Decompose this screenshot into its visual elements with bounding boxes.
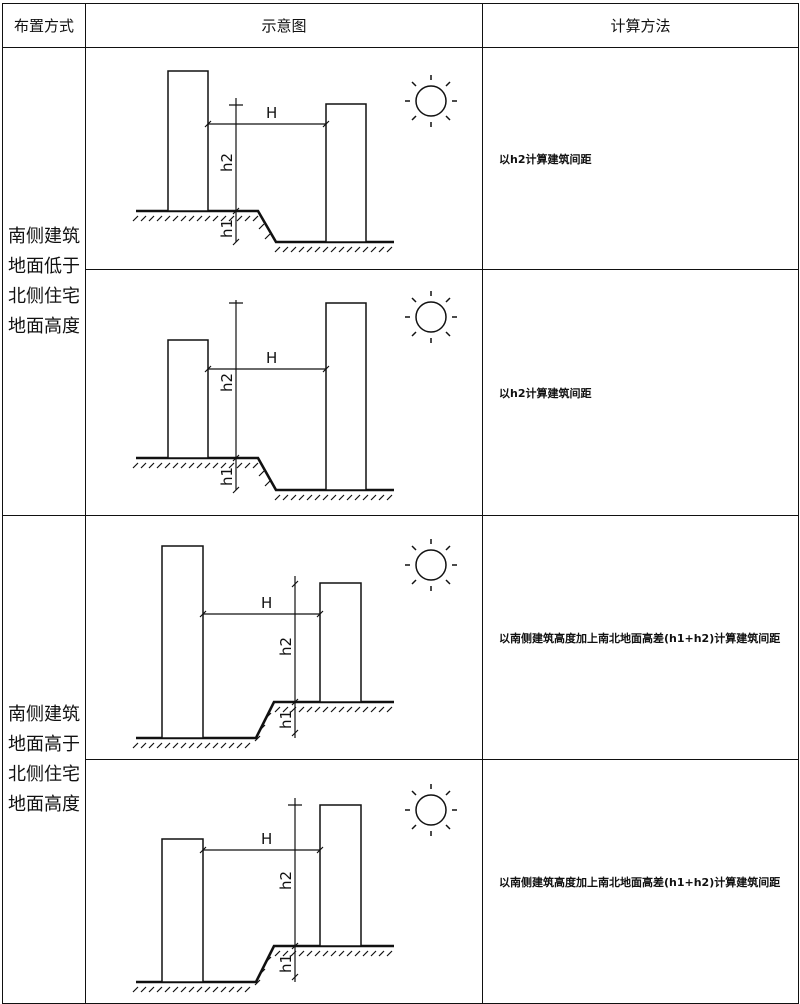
layout-table: 布置方式 示意图 计算方法 南侧建筑 地面低于 北侧住宅 地面高度 H [2,3,799,1004]
H-ticks [204,120,330,128]
H-ticks [204,365,330,373]
north-building [319,582,362,703]
category-line: 地面高度 [8,793,80,815]
method-cell: 以h2计算建筑间距 [482,269,799,516]
diagram-cell: H h2 h1 [85,515,483,760]
header-layout-method: 布置方式 [2,3,86,48]
category-line: 北侧住宅 [8,763,80,785]
diagram-1: H h2 h1 [132,70,457,253]
north-building [325,103,367,243]
sun-icon [405,539,457,591]
h2-label: h2 [277,637,295,656]
diagram-2: H h2 h1 [132,291,457,501]
h1-label: h1 [277,710,295,729]
h1-label: h1 [218,219,236,238]
category-line: 南侧建筑 [8,703,80,725]
method-cell: 以南侧建筑高度加上南北地面高差(h1+h2)计算建筑间距 [482,515,799,760]
sun-icon [405,784,457,836]
north-building [325,302,367,491]
ground-hatch [132,950,393,993]
H-label: H [266,349,277,367]
category-south-higher: 南侧建筑 地面高于 北侧住宅 地面高度 [2,515,86,1004]
H-ticks [199,846,324,854]
sun-icon [405,291,457,343]
ground-hatch [132,462,393,501]
table-row: 南侧建筑 地面低于 北侧住宅 地面高度 H h2 h1 [2,47,799,516]
table-row: H h2 h1 以h2计算建筑间距 [3,269,799,516]
ground-hatch [132,706,393,749]
vertical-ticks [229,302,243,494]
north-building [319,804,362,947]
H-ticks [199,610,324,618]
category-south-lower: 南侧建筑 地面低于 北侧住宅 地面高度 [2,47,86,516]
table-row: H h2 h1 以南侧建筑高度加上南北地面高差(h1+h2)计算建筑间距 [3,759,799,1004]
south-building [167,70,209,212]
h2-label: h2 [277,871,295,890]
vertical-ticks [229,104,243,246]
diagram-4: H h2 h1 [132,784,457,993]
vertical-ticks [288,804,302,981]
table-row: 南侧建筑 地面高于 北侧住宅 地面高度 H h2 h1 [2,515,799,1004]
h2-label: h2 [218,373,236,392]
category-line: 地面低于 [8,255,80,277]
H-label: H [266,104,277,122]
category-line: 北侧住宅 [8,285,80,307]
H-label: H [261,594,272,612]
category-line: 地面高度 [8,315,80,337]
h1-label: h1 [218,467,236,486]
diagram-cell: H h2 h1 [85,47,483,270]
ground-hatch [132,215,393,253]
H-label: H [261,830,272,848]
sun-icon [405,75,457,127]
diagram-cell: H h2 h1 [85,759,483,1004]
diagram-cell: H h2 h1 [85,269,483,516]
south-building [167,339,209,459]
method-cell: 以南侧建筑高度加上南北地面高差(h1+h2)计算建筑间距 [482,759,799,1004]
header-diagram: 示意图 [85,3,483,48]
vertical-ticks [291,580,299,737]
method-cell: 以h2计算建筑间距 [482,47,799,270]
south-building [161,838,204,983]
h2-label: h2 [218,153,236,172]
header-calculation-method: 计算方法 [482,3,799,48]
south-building [161,545,204,739]
diagram-3: H h2 h1 [132,539,457,749]
header-row: 布置方式 示意图 计算方法 [2,3,799,48]
h1-label: h1 [277,954,295,973]
category-line: 南侧建筑 [8,225,80,247]
category-line: 地面高于 [8,733,80,755]
